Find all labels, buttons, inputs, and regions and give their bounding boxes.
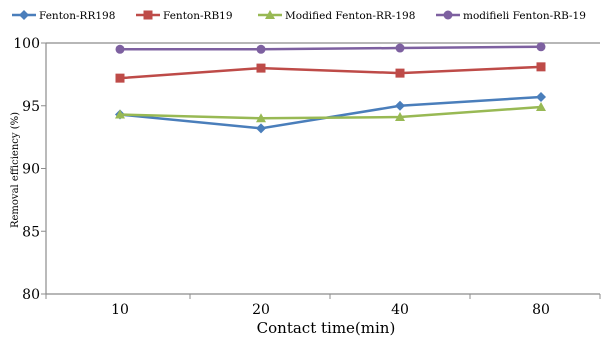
data-point	[256, 123, 266, 134]
data-point	[536, 62, 546, 72]
legend-item-4: modifieli Fenton-RB-19	[436, 10, 586, 22]
series-line	[119, 65, 542, 80]
x-tick-label: 40	[391, 302, 409, 318]
data-point	[395, 68, 405, 78]
y-tick-label: 90	[22, 162, 40, 178]
data-point	[256, 44, 266, 54]
data-point	[536, 102, 546, 112]
y-axis-label: Removal efficiency (%)	[10, 112, 21, 228]
x-tick-label: 10	[111, 302, 129, 318]
legend-marker	[19, 10, 29, 20]
legend-label: modifieli Fenton-RB-19	[463, 10, 586, 22]
data-point	[536, 42, 546, 52]
x-tick-label: 20	[252, 302, 270, 318]
series-lines	[115, 42, 546, 134]
series-4	[115, 42, 546, 54]
series-1	[115, 91, 546, 134]
x-axis-label: Contact time(min)	[257, 319, 396, 337]
data-point	[395, 112, 405, 122]
legend-item-1: Fenton-RR198	[12, 10, 115, 22]
legend-marker	[265, 10, 275, 19]
legend-item-3: Modified Fenton-RR-198	[258, 10, 415, 22]
data-point	[256, 63, 266, 73]
data-point	[115, 109, 125, 119]
series-line	[120, 45, 542, 51]
data-point	[536, 91, 546, 102]
series-2	[115, 62, 546, 83]
y-tick-label: 80	[22, 287, 40, 303]
series-line	[119, 105, 542, 120]
legend: Fenton-RR198 Fenton-RB19 Modified Fenton-R…	[12, 10, 586, 22]
data-point	[256, 113, 266, 123]
legend-marker	[143, 10, 153, 20]
x-tick-label: 80	[532, 302, 550, 318]
y-tick-label: 95	[22, 99, 40, 115]
legend-label: Modified Fenton-RR-198	[285, 10, 415, 22]
legend-marker	[443, 10, 453, 20]
y-tick-label: 100	[13, 36, 40, 52]
axes	[41, 42, 601, 299]
data-point	[115, 73, 125, 83]
y-tick-label: 85	[22, 224, 40, 240]
data-point	[115, 44, 125, 54]
series-3	[115, 102, 546, 123]
legend-label: Fenton-RB19	[163, 10, 233, 22]
data-point	[395, 100, 405, 111]
legend-label: Fenton-RR198	[39, 10, 115, 22]
data-point	[395, 43, 405, 53]
legend-item-2: Fenton-RB19	[136, 10, 233, 22]
tick-labels: 80 85 90 95 100 10 20 40 80	[13, 36, 550, 318]
